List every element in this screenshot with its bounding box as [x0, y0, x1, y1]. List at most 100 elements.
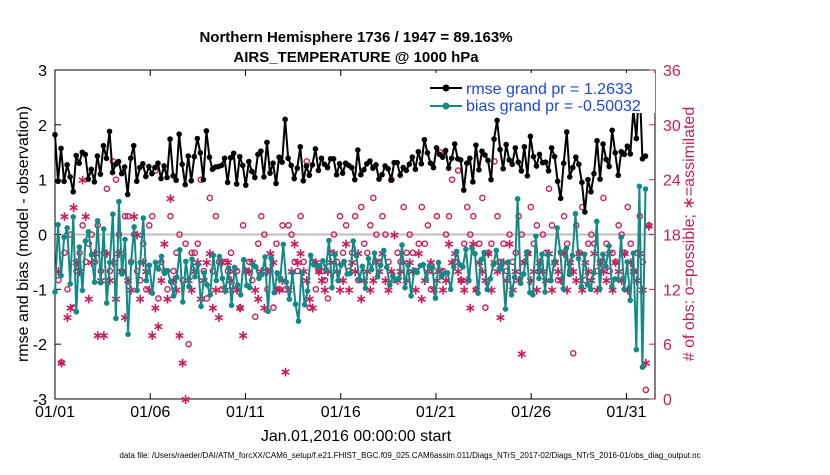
assimilated-obs-marker: ∗ [174, 327, 186, 343]
bias-point [551, 259, 557, 266]
bias-point [450, 264, 457, 270]
assimilated-obs-marker: ∗ [249, 281, 261, 297]
rmse-point [551, 153, 558, 160]
assimilated-obs-marker: ∗ [495, 309, 507, 325]
assimilated-obs-marker: ∗ [243, 263, 255, 279]
bias-point [186, 283, 192, 290]
assimilated-obs-marker: ∗ [213, 309, 225, 325]
rmse-point [133, 178, 140, 185]
assimilated-obs-marker: ∗ [531, 281, 543, 297]
rmse-point [536, 151, 543, 158]
possible-obs-marker [569, 350, 577, 357]
rmse-point [264, 139, 270, 146]
rmse-point [315, 167, 322, 174]
possible-obs-marker [427, 286, 435, 293]
possible-obs-marker [645, 222, 653, 229]
assimilated-obs-marker: ∗ [204, 245, 216, 261]
bias-point [374, 273, 381, 280]
bias-point [234, 282, 241, 288]
legend-bias-marker [442, 102, 450, 110]
assimilated-obs-marker: ∗ [261, 263, 273, 279]
bias-point [484, 286, 491, 293]
bias-point [514, 196, 521, 202]
bias-point [545, 251, 551, 258]
rmse-point [200, 176, 207, 183]
bias-point [584, 282, 591, 288]
bias-point [603, 263, 609, 270]
possible-obs-marker [124, 212, 132, 220]
possible-obs-marker [442, 231, 450, 238]
rmse-point [285, 155, 291, 162]
assimilated-obs-marker: ∗ [467, 236, 479, 252]
bias-point [176, 247, 183, 253]
assimilated-obs-marker: ∗ [404, 254, 416, 270]
bias-point [292, 301, 299, 307]
bias-point [347, 270, 354, 277]
rmse-point [600, 141, 606, 147]
possible-obs-marker [418, 203, 426, 211]
rmse-point [206, 154, 213, 160]
axis-ticks-group: 3 2 1 0 -1 -2 -3 36 30 24 18 12 6 0 01/01 01/06 01/11 01/… [33, 63, 681, 421]
bias-point [192, 273, 198, 280]
assimilated-obs-marker: ∗ [177, 354, 189, 370]
rmse-point [430, 164, 437, 171]
possible-obs-marker [170, 267, 177, 275]
bias-point [122, 236, 128, 243]
possible-obs-marker [297, 212, 304, 220]
assimilated-obs-marker: ∗ [168, 272, 180, 288]
bias-point [158, 253, 165, 260]
rmse-point [376, 176, 382, 182]
assimilated-obs-marker: ∗ [98, 327, 110, 343]
rmse-point [476, 166, 482, 173]
bias-point [82, 238, 89, 244]
rmse-point [524, 173, 531, 179]
rmse-point [612, 149, 618, 156]
assimilated-obs-marker: ∗ [77, 172, 89, 188]
rmse-point [109, 169, 116, 176]
possible-obs-marker [270, 304, 277, 311]
possible-obs-marker [167, 212, 174, 220]
bias-point [606, 243, 612, 249]
rmse-point [309, 162, 316, 168]
assimilated-obs-marker: ∗ [319, 281, 331, 297]
y-right-tick-label: 36 [663, 63, 681, 80]
possible-obs-marker [642, 386, 650, 394]
rmse-point [473, 142, 479, 148]
assimilated-obs-marker: ∗ [131, 227, 143, 243]
possible-obs-marker [560, 212, 568, 220]
rmse-point [261, 174, 267, 180]
rmse-point [485, 157, 491, 164]
bias-point [463, 246, 469, 253]
possible-obs-marker [82, 258, 89, 266]
possible-obs-marker [479, 194, 486, 202]
possible-obs-marker [482, 304, 489, 311]
y-left-tick-label: 1 [38, 173, 47, 190]
possible-obs-marker [273, 240, 280, 247]
assimilated-obs-marker: ∗ [607, 281, 619, 297]
bias-point [356, 276, 363, 283]
assimilated-obs-marker: ∗ [622, 281, 634, 297]
rmse-point [627, 151, 634, 157]
rmse-point [457, 157, 464, 163]
bias-point [286, 296, 293, 303]
bias-point [326, 237, 332, 244]
bias-point [405, 262, 411, 269]
rmse-point [615, 172, 622, 179]
bias-point [237, 292, 244, 298]
rmse-point [554, 178, 561, 185]
possible-obs-marker [612, 258, 619, 266]
assimilated-obs-marker: ∗ [89, 245, 101, 261]
assimilated-obs-marker: ∗ [143, 281, 155, 297]
assimilated-obs-marker: ∗ [313, 263, 325, 279]
rmse-point [103, 155, 110, 162]
possible-obs-marker [382, 231, 389, 238]
rmse-point [557, 195, 564, 202]
bias-point [420, 261, 427, 268]
rmse-point [500, 165, 506, 172]
assimilated-obs-marker: ∗ [225, 272, 237, 288]
rmse-point [545, 168, 552, 174]
bias-point [478, 256, 484, 263]
bias-point [624, 259, 631, 265]
bias-point [280, 241, 287, 248]
